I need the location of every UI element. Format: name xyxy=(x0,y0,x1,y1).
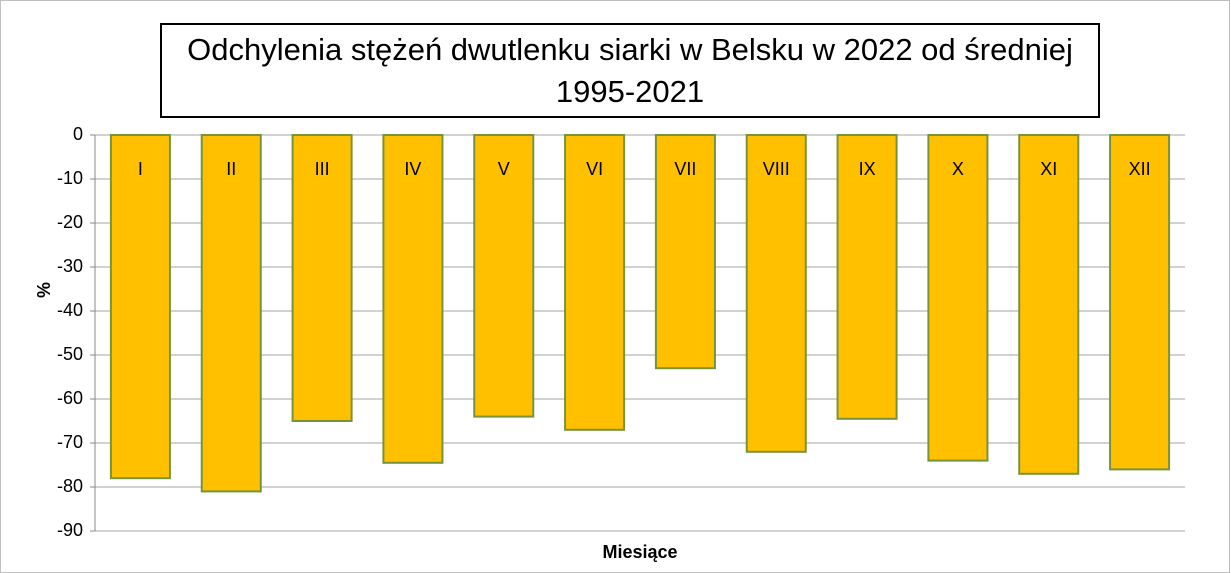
x-tick-label: IX xyxy=(859,159,876,179)
bar xyxy=(291,134,353,422)
y-axis-label: % xyxy=(34,282,54,298)
bar xyxy=(564,134,626,431)
bar xyxy=(1109,134,1171,471)
bar xyxy=(1018,134,1080,475)
bar xyxy=(382,134,444,464)
x-tick-label: VII xyxy=(674,159,696,179)
bar xyxy=(745,134,807,453)
x-axis-label: Miesiące xyxy=(602,542,677,562)
y-tick-label: -70 xyxy=(57,432,83,452)
x-tick-label: III xyxy=(315,159,330,179)
y-tick-label: -20 xyxy=(57,212,83,232)
x-tick-label: XII xyxy=(1129,159,1151,179)
bar xyxy=(654,134,716,370)
x-tick-label: I xyxy=(138,159,143,179)
y-tick-label: -40 xyxy=(57,300,83,320)
bar xyxy=(927,134,989,462)
bar xyxy=(109,134,171,480)
y-tick-label: -60 xyxy=(57,388,83,408)
y-tick-label: 0 xyxy=(73,124,83,144)
y-tick-label: -10 xyxy=(57,168,83,188)
chart-title: Odchylenia stężeń dwutlenku siarki w Bel… xyxy=(160,23,1100,118)
y-tick-label: -80 xyxy=(57,476,83,496)
bar xyxy=(200,134,262,493)
x-tick-label: XI xyxy=(1040,159,1057,179)
x-tick-label: X xyxy=(952,159,964,179)
y-tick-label: -50 xyxy=(57,344,83,364)
bar xyxy=(473,134,535,418)
x-tick-label: VI xyxy=(586,159,603,179)
x-tick-label: V xyxy=(498,159,510,179)
x-tick-label: VIII xyxy=(763,159,790,179)
y-tick-label: -90 xyxy=(57,520,83,540)
x-tick-label: IV xyxy=(404,159,421,179)
bar xyxy=(836,134,898,420)
y-tick-label: -30 xyxy=(57,256,83,276)
x-tick-label: II xyxy=(226,159,236,179)
